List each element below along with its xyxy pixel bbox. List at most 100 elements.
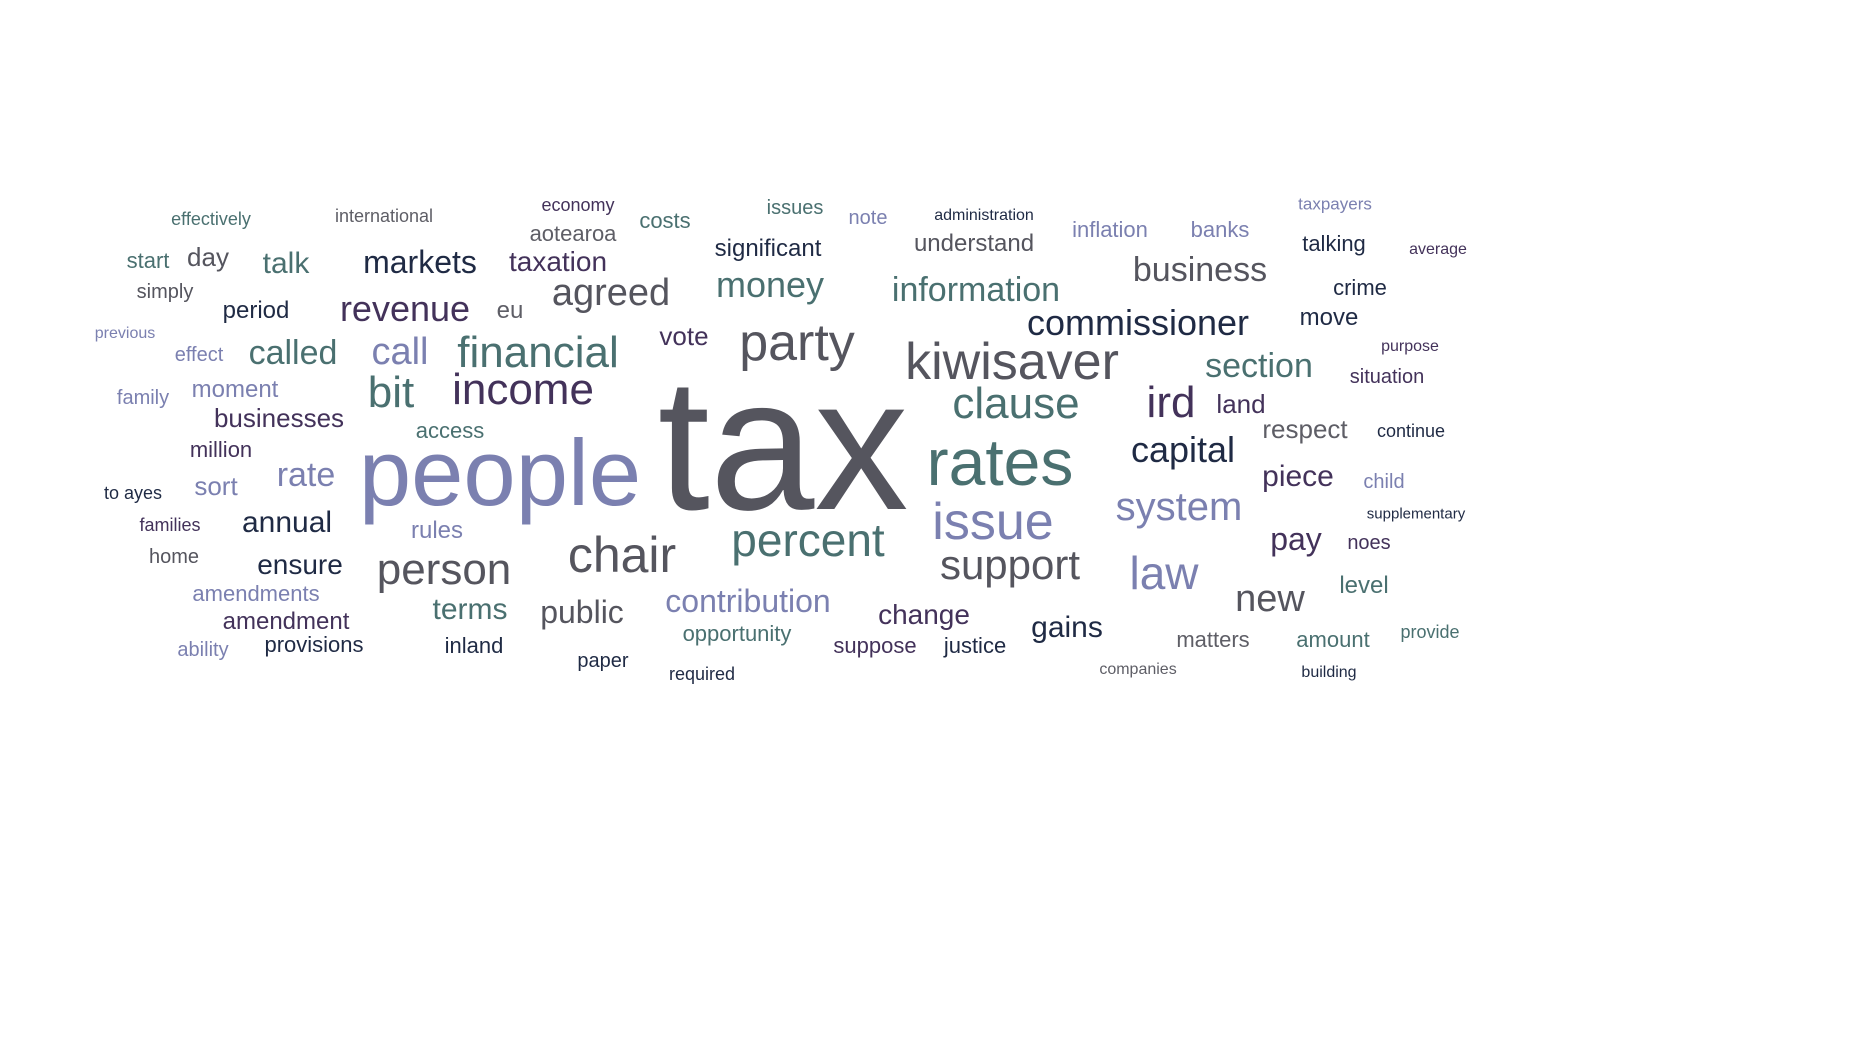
word-international: international [334, 206, 434, 226]
word-required: required [668, 664, 736, 684]
word-simply: simply [136, 281, 194, 303]
word-period: period [222, 297, 290, 324]
word-system: system [1115, 485, 1243, 529]
word-bit: bit [367, 368, 415, 417]
word-chair: chair [567, 527, 677, 583]
word-matters: matters [1176, 627, 1250, 652]
word-revenue: revenue [339, 288, 471, 329]
word-markets: markets [363, 244, 477, 280]
word-income: income [452, 365, 594, 414]
word-companies: companies [1099, 661, 1177, 678]
word-aotearoa: aotearoa [529, 221, 617, 246]
word-purpose: purpose [1381, 338, 1439, 355]
word-administration: administration [934, 207, 1034, 224]
word-level: level [1339, 572, 1389, 599]
word-move: move [1299, 304, 1359, 331]
word-pay: pay [1270, 521, 1322, 557]
word-situation: situation [1349, 366, 1425, 388]
word-gains: gains [1031, 611, 1103, 644]
word-capital: capital [1130, 429, 1236, 470]
word-provisions: provisions [264, 632, 364, 657]
word-note: note [848, 207, 888, 229]
word-family: family [116, 387, 170, 409]
word-paper: paper [577, 650, 629, 672]
word-new: new [1235, 578, 1305, 620]
word-home: home [148, 546, 200, 568]
word-opportunity: opportunity [682, 621, 792, 646]
word-eu: eu [496, 297, 524, 324]
word-section: section [1205, 347, 1313, 385]
word-provide: provide [1400, 622, 1460, 642]
word-commissioner: commissioner [1026, 302, 1250, 343]
word-money: money [715, 264, 825, 305]
word-terms: terms [432, 593, 508, 626]
word-respect: respect [1262, 414, 1348, 444]
word-ird: ird [1146, 378, 1196, 427]
word-percent: percent [731, 514, 885, 566]
word-amendments: amendments [192, 581, 320, 606]
word-talking: talking [1302, 231, 1366, 256]
word-start: start [126, 248, 170, 273]
word-support: support [939, 541, 1081, 588]
word-continue: continue [1376, 421, 1446, 441]
word-rules: rules [410, 517, 464, 544]
word-day: day [187, 242, 229, 272]
word-moment: moment [191, 376, 279, 403]
word-understand: understand [913, 230, 1035, 257]
word-land: land [1216, 389, 1266, 419]
word-inland: inland [444, 633, 504, 658]
word-costs: costs [639, 208, 691, 233]
word-significant: significant [714, 235, 822, 262]
word-average: average [1409, 241, 1467, 258]
word-effect: effect [174, 344, 224, 366]
word-amount: amount [1296, 627, 1370, 652]
word-information: information [891, 271, 1061, 309]
word-issues: issues [766, 197, 824, 219]
word-families: families [139, 515, 201, 535]
word-vote: vote [659, 321, 709, 351]
word-law: law [1129, 547, 1199, 599]
word-noes: noes [1347, 532, 1391, 554]
word-kiwisaver: kiwisaver [905, 333, 1119, 391]
word-previous: previous [94, 325, 156, 342]
word-issue: issue [932, 493, 1054, 551]
word-financial: financial [457, 328, 619, 377]
word-banks: banks [1190, 217, 1250, 242]
word-change: change [878, 599, 970, 630]
word-person: person [376, 545, 512, 594]
word-rate: rate [276, 456, 336, 494]
word-suppose: suppose [833, 633, 917, 658]
word-taxation: taxation [508, 246, 608, 277]
word-sort: sort [194, 471, 238, 501]
word-business: business [1132, 251, 1268, 289]
word-building: building [1301, 664, 1357, 681]
word-access: access [415, 418, 485, 443]
word-million: million [189, 437, 253, 462]
word-effectively: effectively [171, 209, 251, 229]
word-justice: justice [943, 633, 1007, 658]
word-crime: crime [1333, 275, 1387, 300]
word-agreed: agreed [551, 272, 671, 314]
word-clause: clause [952, 379, 1080, 428]
word-ability: ability [177, 639, 229, 661]
word-contribution: contribution [665, 583, 831, 619]
word-tax: tax [657, 339, 909, 549]
word-public: public [540, 594, 624, 630]
word-talk: talk [262, 247, 310, 280]
word-party: party [739, 314, 855, 372]
word-child: child [1363, 471, 1405, 493]
word-people: people [358, 420, 642, 525]
word-called: called [248, 334, 338, 372]
word-piece: piece [1262, 460, 1334, 493]
word-annual: annual [241, 506, 333, 539]
word-to-ayes: to ayes [103, 483, 163, 503]
word-rates: rates [926, 425, 1074, 499]
word-taxpayers: taxpayers [1298, 194, 1372, 214]
word-supplementary: supplementary [1366, 505, 1466, 523]
word-amendment: amendment [222, 608, 350, 635]
word-businesses: businesses [213, 403, 345, 433]
word-economy: economy [541, 195, 615, 215]
word-ensure: ensure [257, 549, 343, 580]
word-call: call [371, 331, 429, 373]
